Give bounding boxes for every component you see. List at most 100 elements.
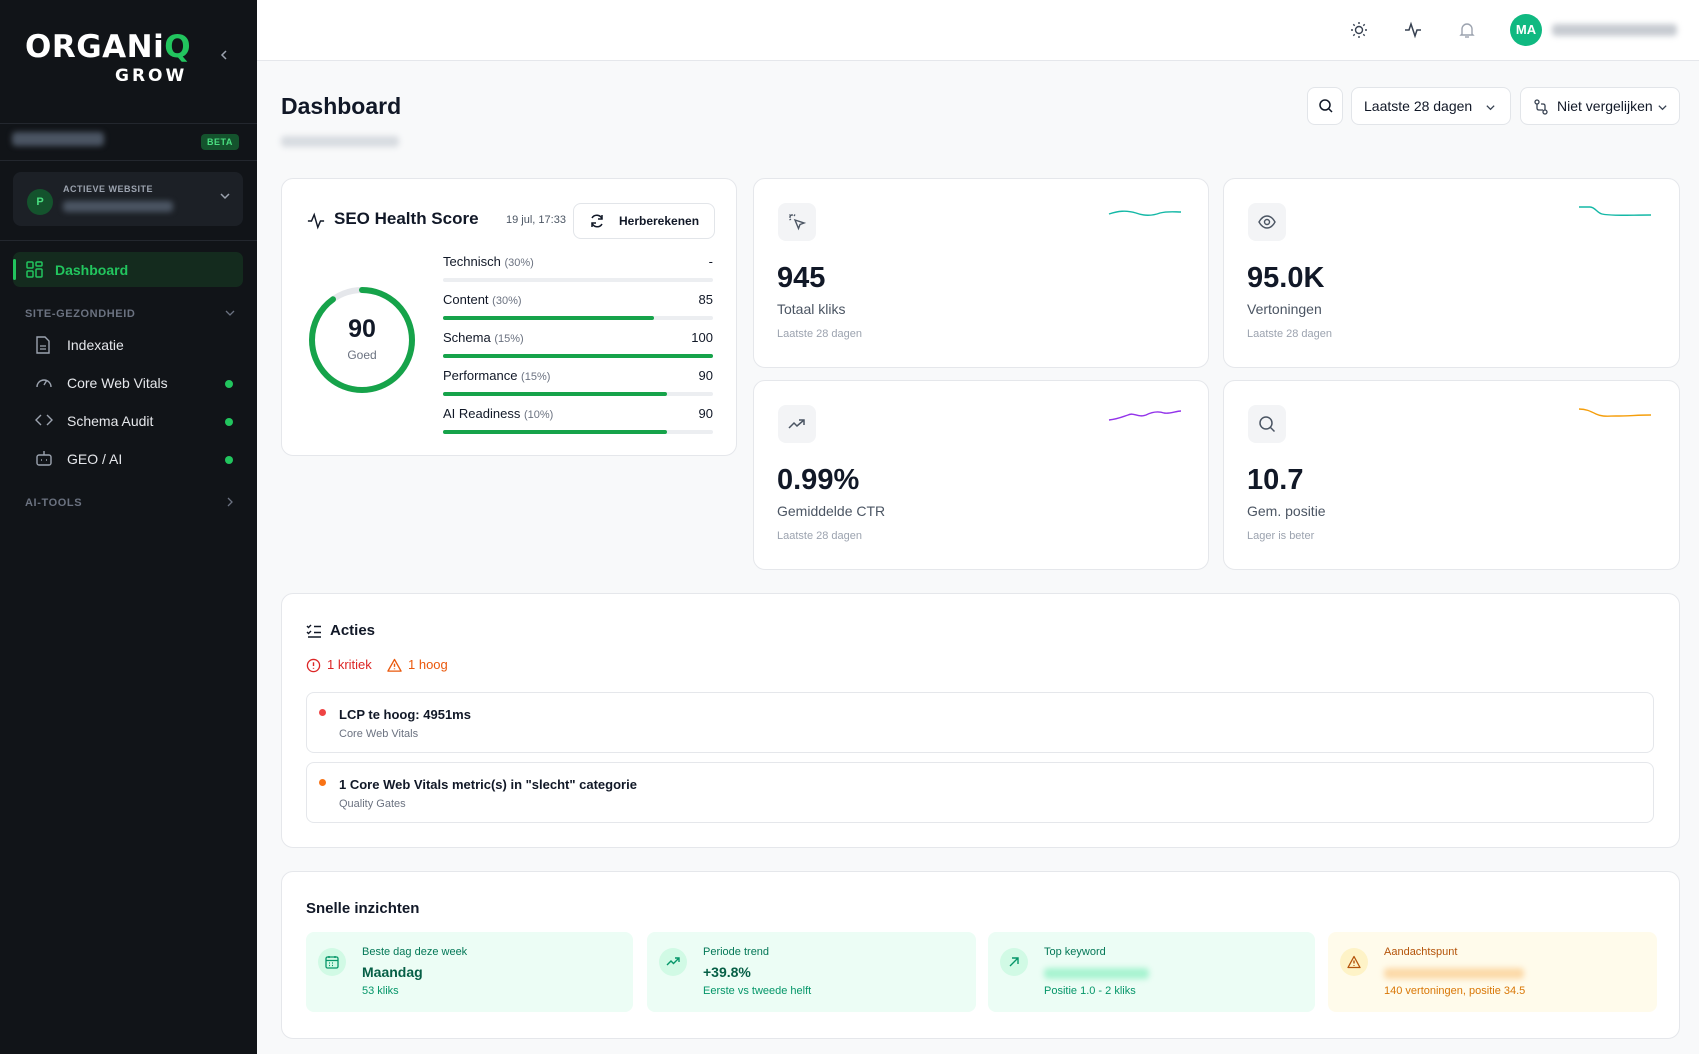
stat-card-impressions: 95.0K Vertoningen Laatste 28 dagen — [1223, 178, 1680, 368]
action-item[interactable]: 1 Core Web Vitals metric(s) in "slecht" … — [306, 762, 1654, 823]
stat-value: 0.99% — [777, 464, 860, 496]
metric-label: Content — [443, 292, 489, 307]
search-button[interactable] — [1307, 87, 1343, 125]
score-value: 90 — [348, 315, 376, 343]
date-range-select[interactable]: Laatste 28 dagen — [1351, 87, 1511, 125]
page-title: Dashboard — [281, 93, 402, 119]
sidebar-item-label: Schema Audit — [67, 413, 154, 429]
metric-bar-fill — [443, 316, 654, 320]
sidebar-item-schema-audit[interactable]: Schema Audit — [35, 407, 235, 435]
insight-icon-circle — [1000, 948, 1028, 976]
metric-value: 90 — [698, 406, 713, 421]
recalculate-button[interactable]: Herberekenen — [573, 203, 715, 239]
file-icon — [36, 336, 50, 354]
chevron-left-icon — [220, 50, 227, 60]
metric-label: AI Readiness — [443, 406, 521, 421]
alert-circle-icon — [306, 658, 321, 673]
stat-icon-box — [778, 203, 816, 241]
actions-card: Acties 1 kritiek 1 hoog LCP te hoog: 495… — [281, 593, 1680, 848]
sidebar-item-core-web-vitals[interactable]: Core Web Vitals — [35, 369, 235, 397]
bot-icon — [36, 451, 52, 466]
insight-period-trend: Periode trend +39.8% Eerste vs tweede he… — [647, 932, 976, 1012]
sparkline — [1578, 408, 1652, 417]
sun-icon[interactable] — [1349, 20, 1369, 40]
app-logo[interactable]: ORGANiQ GROW — [25, 30, 195, 92]
bell-icon[interactable] — [1457, 20, 1477, 40]
active-website-selector[interactable]: P ACTIEVE WEBSITE — [13, 172, 243, 226]
divider — [0, 160, 257, 161]
insight-attention-point: Aandachtspunt 140 vertoningen, positie 3… — [1328, 932, 1657, 1012]
metric-weight: (10%) — [523, 409, 554, 421]
insight-value-blurred — [1384, 968, 1524, 979]
metric-weight: (30%) — [504, 257, 534, 269]
divider — [0, 123, 257, 124]
insight-icon-circle — [1340, 948, 1368, 976]
sidebar-item-indexatie[interactable]: Indexatie — [35, 331, 235, 359]
sparkline — [1579, 206, 1652, 216]
action-item[interactable]: LCP te hoog: 4951ms Core Web Vitals — [306, 692, 1654, 753]
user-avatar[interactable]: MA — [1510, 14, 1542, 46]
active-website-url-blurred — [63, 201, 173, 212]
warning-icon — [1347, 955, 1361, 969]
stat-card-clicks: 945 Totaal kliks Laatste 28 dagen — [753, 178, 1209, 368]
stat-sublabel: Lager is beter — [1247, 530, 1315, 542]
compare-value: Niet vergelijken — [1557, 98, 1653, 114]
score-label: Goed — [347, 348, 377, 362]
collapse-sidebar-button[interactable] — [218, 48, 230, 65]
metric-weight: (15%) — [494, 333, 524, 345]
site-avatar: P — [27, 189, 53, 215]
date-range-value: Laatste 28 dagen — [1364, 98, 1473, 114]
section-site-health-toggle[interactable]: SITE-GEZONDHEID — [25, 308, 235, 320]
score-metric-row: Technisch (30%) - — [443, 254, 713, 282]
stat-label: Vertoningen — [1247, 301, 1322, 317]
metric-bar-track — [443, 316, 713, 320]
insight-label: Periode trend — [703, 946, 770, 958]
arrow-up-right-icon — [1009, 957, 1019, 967]
action-title: LCP te hoog: 4951ms — [339, 707, 471, 722]
metric-label: Performance — [443, 368, 518, 383]
search-icon — [1259, 416, 1276, 433]
sidebar-item-label: GEO / AI — [67, 451, 123, 467]
metric-bar-fill — [443, 430, 668, 434]
workspace-name-blurred — [12, 132, 104, 146]
metric-name: Schema (15%) — [443, 330, 524, 345]
seo-health-date: 19 jul, 17:33 — [506, 214, 566, 226]
stat-card-ctr: 0.99% Gemiddelde CTR Laatste 28 dagen — [753, 380, 1209, 570]
actions-title: Acties — [330, 622, 376, 639]
stat-label: Gemiddelde CTR — [777, 503, 886, 519]
section-ai-tools-toggle[interactable]: AI-TOOLS — [25, 497, 235, 509]
stat-sublabel: Laatste 28 dagen — [777, 530, 863, 542]
beta-badge: BETA — [201, 134, 239, 150]
stat-label: Totaal kliks — [777, 301, 846, 317]
chevron-down-icon — [220, 193, 230, 200]
metric-bar-track — [443, 278, 713, 282]
stat-sublabel: Laatste 28 dagen — [1247, 328, 1333, 340]
insight-label: Beste dag deze week — [362, 946, 468, 958]
score-ring — [309, 287, 415, 393]
sidebar-item-geo-ai[interactable]: GEO / AI — [35, 445, 235, 473]
insight-sub: Eerste vs tweede helft — [703, 985, 812, 997]
page-subtitle-blurred — [281, 136, 399, 147]
priority-dot — [319, 709, 326, 716]
cursor-click-icon — [789, 214, 806, 231]
search-icon — [1319, 99, 1333, 113]
insight-label: Top keyword — [1044, 946, 1106, 958]
metric-name: Content (30%) — [443, 292, 522, 307]
logo-text: ORGANi — [25, 29, 165, 65]
user-name-blurred[interactable] — [1552, 24, 1677, 36]
sidebar: ORGANiQ GROW BETA P ACTIEVE WEBSITE Dash… — [0, 0, 257, 1054]
critical-count-label: 1 kritiek — [327, 657, 372, 672]
gauge-icon — [36, 379, 52, 388]
logo-q: Q — [164, 29, 192, 65]
activity-icon[interactable] — [1403, 20, 1423, 40]
metric-value: 90 — [698, 368, 713, 383]
git-compare-icon — [1534, 99, 1548, 115]
status-dot — [225, 380, 233, 388]
score-metric-row: Schema (15%) 100 — [443, 330, 713, 358]
score-metric-row: AI Readiness (10%) 90 — [443, 406, 713, 434]
metric-bar-track — [443, 430, 713, 434]
insight-value: Maandag — [362, 964, 423, 980]
nav-dashboard[interactable]: Dashboard — [13, 252, 243, 287]
compare-select[interactable]: Niet vergelijken — [1520, 87, 1680, 125]
stat-icon-box — [1248, 405, 1286, 443]
